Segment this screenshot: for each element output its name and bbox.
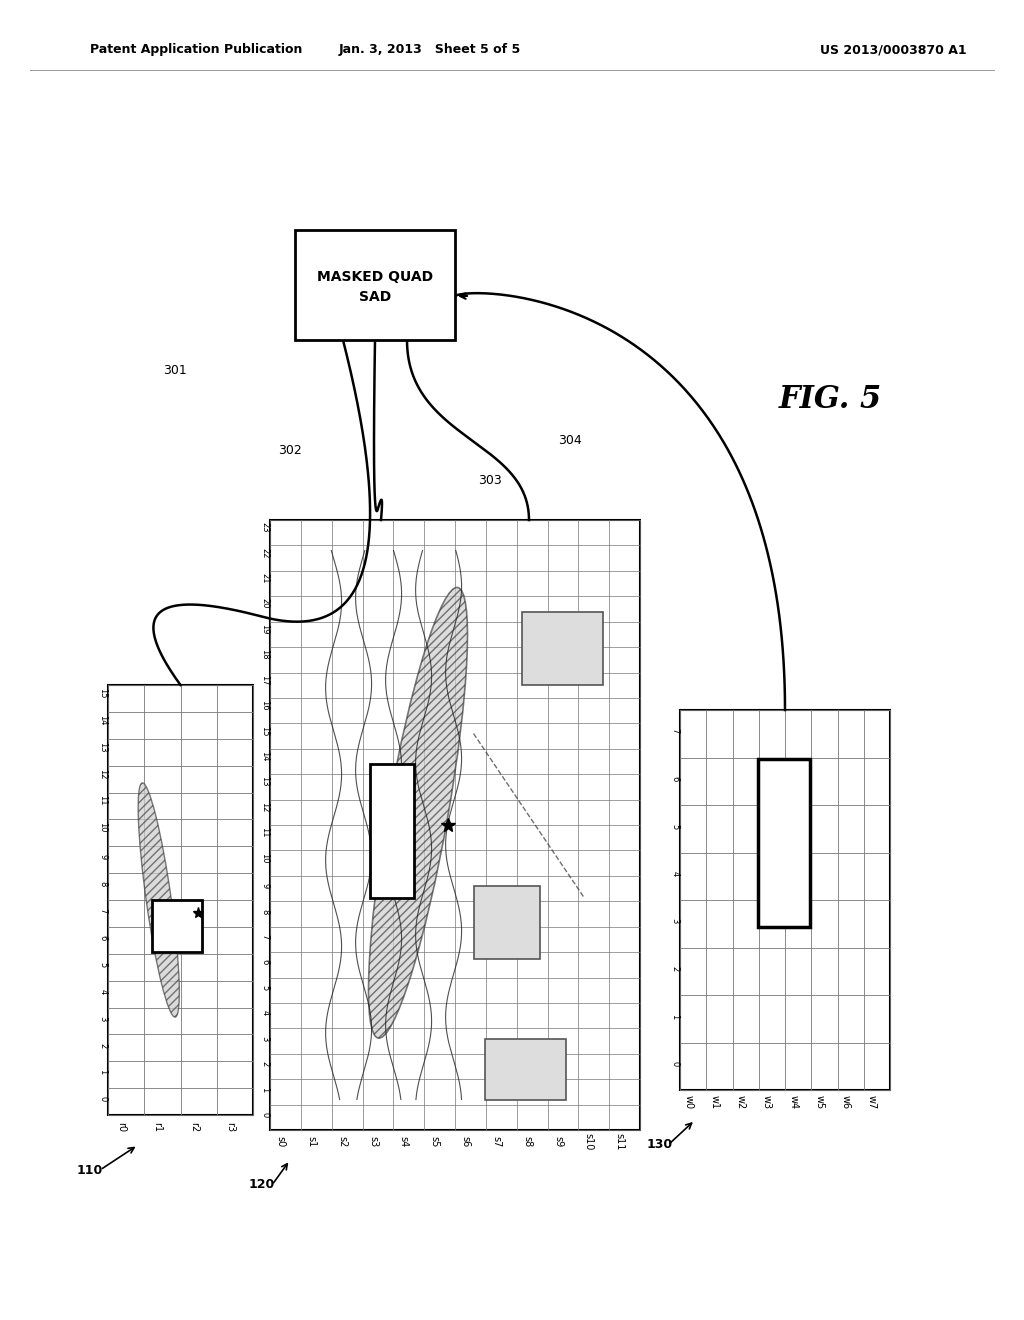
Text: FIG. 5: FIG. 5: [778, 384, 882, 416]
Text: s4: s4: [398, 1137, 409, 1147]
Text: 301: 301: [163, 363, 186, 376]
Text: 7: 7: [671, 729, 680, 734]
Text: 0: 0: [671, 1061, 680, 1067]
Text: 8: 8: [260, 908, 269, 913]
Text: 5: 5: [671, 824, 680, 829]
Text: 5: 5: [98, 962, 108, 968]
Text: 110: 110: [77, 1163, 103, 1176]
Text: 6: 6: [671, 776, 680, 781]
Text: 14: 14: [260, 751, 269, 762]
Text: 13: 13: [260, 776, 269, 787]
Text: 12: 12: [260, 801, 269, 812]
Text: MASKED QUAD: MASKED QUAD: [317, 271, 433, 284]
Text: w4: w4: [788, 1094, 798, 1109]
Text: 9: 9: [260, 883, 269, 888]
Text: 0: 0: [98, 1097, 108, 1102]
Bar: [473, 886, 540, 960]
Text: s7: s7: [492, 1137, 502, 1147]
Text: s6: s6: [461, 1137, 470, 1147]
Text: 304: 304: [558, 433, 582, 446]
Text: 14: 14: [98, 715, 108, 725]
Bar: [295, 230, 455, 341]
Text: 7: 7: [98, 908, 108, 913]
Text: 5: 5: [260, 985, 269, 990]
Text: s8: s8: [522, 1137, 532, 1147]
Text: w5: w5: [814, 1094, 824, 1109]
Text: 1: 1: [671, 1014, 680, 1019]
Ellipse shape: [138, 783, 179, 1018]
Text: 13: 13: [98, 742, 108, 752]
Bar: [270, 520, 640, 1130]
Bar: [680, 710, 890, 1090]
Bar: [758, 759, 810, 927]
Text: s5: s5: [430, 1137, 439, 1147]
Bar: [108, 685, 253, 1115]
Text: 3: 3: [98, 1015, 108, 1020]
Text: 9: 9: [98, 854, 108, 859]
Bar: [521, 611, 603, 685]
Text: 11: 11: [260, 828, 269, 838]
Text: r3: r3: [225, 1122, 234, 1133]
Text: w1: w1: [710, 1094, 720, 1109]
Text: r1: r1: [153, 1122, 163, 1133]
Text: 10: 10: [98, 822, 108, 833]
Text: 17: 17: [260, 675, 269, 685]
Text: 12: 12: [98, 768, 108, 779]
Text: Jan. 3, 2013   Sheet 5 of 5: Jan. 3, 2013 Sheet 5 of 5: [339, 44, 521, 57]
Text: 10: 10: [260, 853, 269, 863]
Text: 130: 130: [647, 1138, 673, 1151]
Text: 4: 4: [98, 989, 108, 994]
Text: w7: w7: [867, 1094, 877, 1109]
Text: 22: 22: [260, 548, 269, 558]
Text: Patent Application Publication: Patent Application Publication: [90, 44, 302, 57]
Text: s9: s9: [553, 1137, 563, 1147]
Text: 303: 303: [478, 474, 502, 487]
Text: 302: 302: [279, 444, 302, 457]
Text: 2: 2: [671, 966, 680, 972]
Text: 15: 15: [260, 726, 269, 737]
Text: s0: s0: [275, 1137, 286, 1147]
Text: 18: 18: [260, 649, 269, 660]
Text: w2: w2: [735, 1094, 745, 1109]
Text: s10: s10: [584, 1134, 594, 1151]
Text: 16: 16: [260, 700, 269, 710]
Text: SAD: SAD: [358, 290, 391, 304]
Text: 7: 7: [260, 935, 269, 940]
Text: w3: w3: [762, 1094, 772, 1109]
Text: 15: 15: [98, 688, 108, 698]
Ellipse shape: [369, 587, 468, 1038]
Text: 21: 21: [260, 573, 269, 583]
Text: s11: s11: [614, 1134, 625, 1151]
Text: 120: 120: [249, 1179, 275, 1192]
Text: US 2013/0003870 A1: US 2013/0003870 A1: [820, 44, 967, 57]
Text: s3: s3: [368, 1137, 378, 1147]
Text: 6: 6: [260, 960, 269, 965]
Text: 3: 3: [260, 1036, 269, 1041]
Text: s1: s1: [306, 1137, 316, 1147]
Text: 0: 0: [260, 1111, 269, 1117]
Text: 6: 6: [98, 935, 108, 940]
Text: 4: 4: [671, 871, 680, 876]
Text: 8: 8: [98, 882, 108, 887]
Bar: [152, 900, 203, 952]
Text: 2: 2: [98, 1043, 108, 1048]
Text: 20: 20: [260, 598, 269, 609]
Text: 23: 23: [260, 523, 269, 533]
Text: 4: 4: [260, 1010, 269, 1015]
Text: s2: s2: [337, 1137, 347, 1147]
Text: r2: r2: [188, 1122, 199, 1133]
Bar: [370, 764, 415, 898]
Bar: [484, 1039, 566, 1100]
Text: w0: w0: [683, 1094, 693, 1109]
Text: 2: 2: [260, 1061, 269, 1067]
Text: 11: 11: [98, 796, 108, 807]
Text: 1: 1: [98, 1069, 108, 1074]
Text: r0: r0: [116, 1122, 126, 1133]
Text: w6: w6: [841, 1094, 851, 1109]
Text: 19: 19: [260, 624, 269, 635]
Text: 1: 1: [260, 1086, 269, 1092]
Text: 3: 3: [671, 919, 680, 924]
